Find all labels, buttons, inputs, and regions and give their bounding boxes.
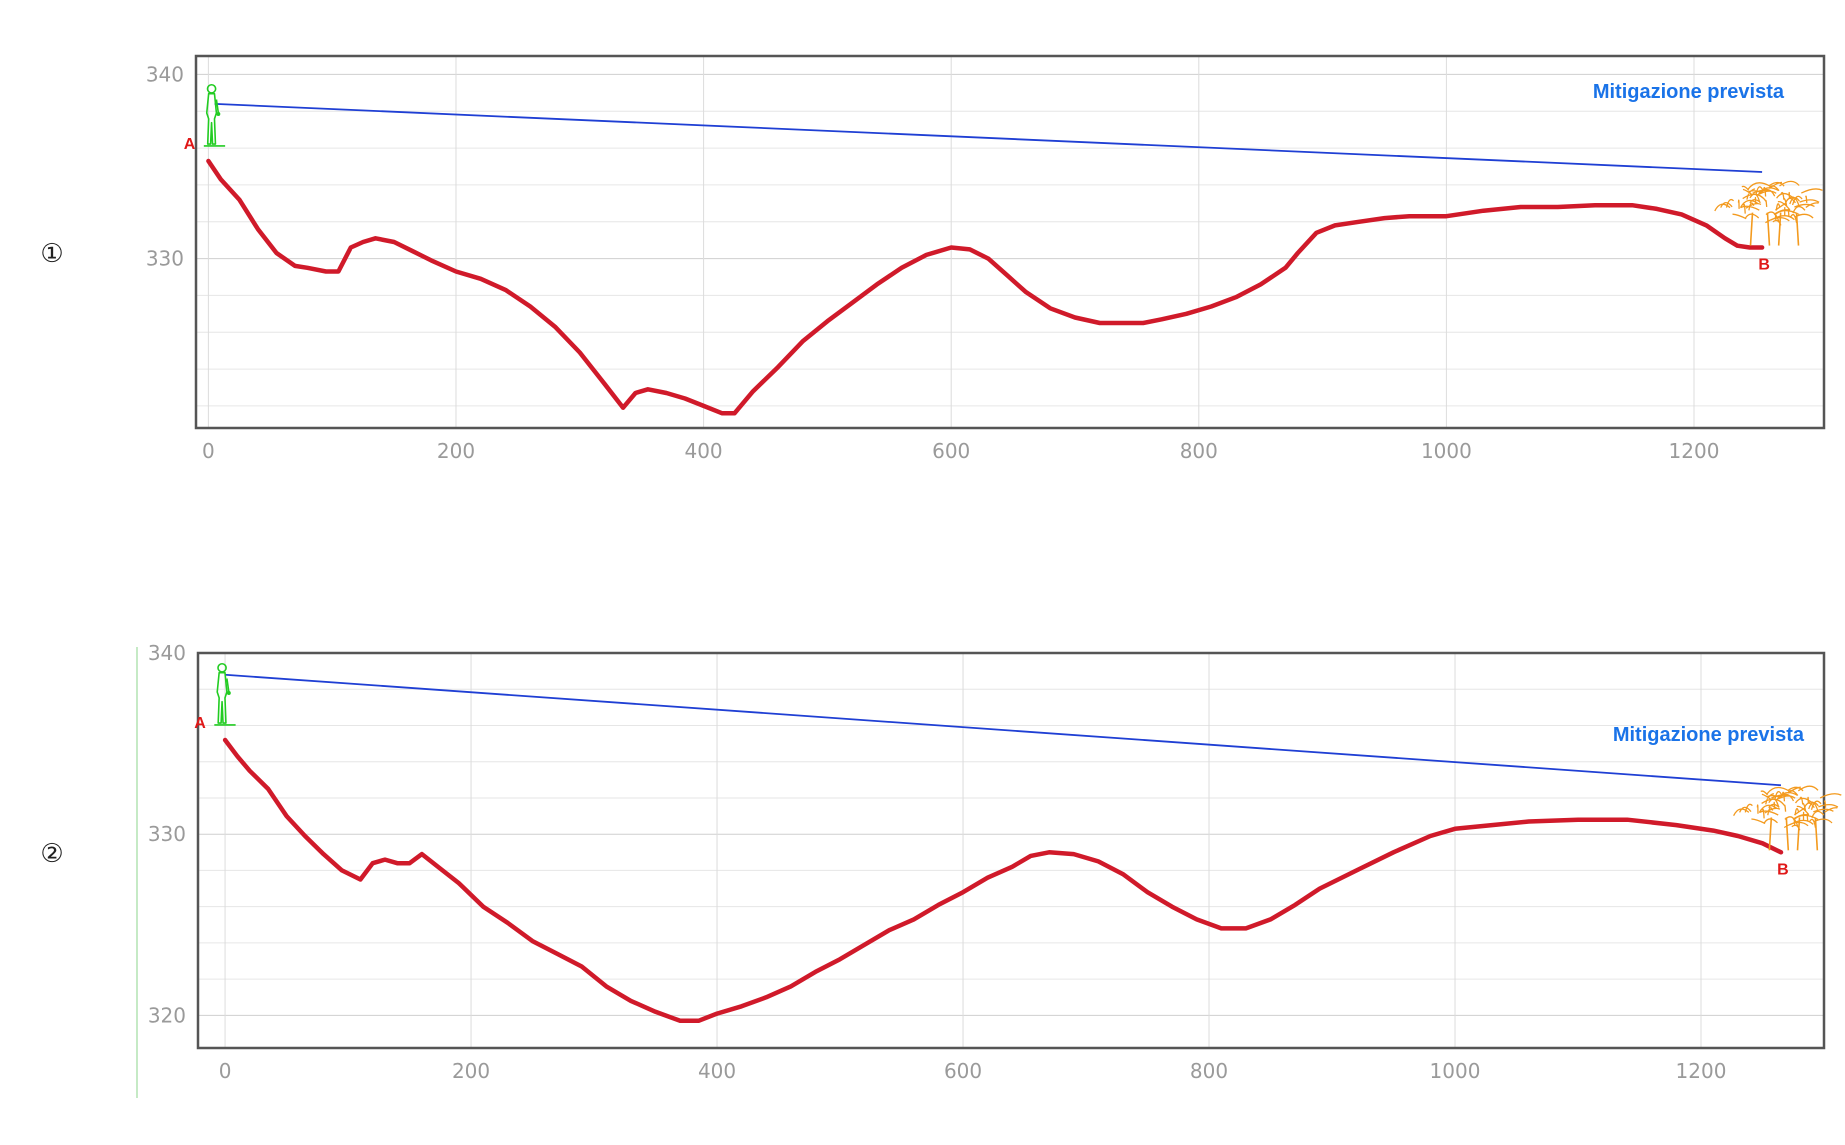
x-tick-label: 400 bbox=[684, 439, 722, 463]
grid bbox=[196, 56, 1824, 428]
y-tick-label: 330 bbox=[146, 247, 184, 271]
x-tick-label: 400 bbox=[698, 1059, 736, 1083]
plot-frame bbox=[196, 651, 1826, 1050]
x-tick-label: 1200 bbox=[1676, 1059, 1727, 1083]
y-tick-label: 340 bbox=[148, 641, 186, 665]
person-icon bbox=[203, 83, 226, 147]
x-tick-label: 800 bbox=[1180, 439, 1218, 463]
x-tick-label: 1000 bbox=[1430, 1059, 1481, 1083]
sightline bbox=[224, 673, 1782, 787]
point-a-label: A bbox=[184, 136, 196, 153]
person-icon bbox=[214, 662, 236, 726]
x-tick-label: 200 bbox=[452, 1059, 490, 1083]
point-b-label: B bbox=[1758, 257, 1770, 274]
mitigation-annotation: Mitigazione prevista bbox=[1593, 81, 1785, 103]
plot-frame bbox=[194, 54, 1826, 430]
x-tick-label: 800 bbox=[1190, 1059, 1228, 1083]
tree-icon bbox=[1733, 785, 1842, 851]
x-tick-label: 0 bbox=[202, 439, 215, 463]
chart-marker: ② bbox=[40, 839, 63, 869]
chart-marker: ① bbox=[40, 239, 63, 269]
x-tick-label: 1200 bbox=[1669, 439, 1720, 463]
tree-icon bbox=[1714, 180, 1823, 246]
x-tick-label: 0 bbox=[219, 1059, 232, 1083]
y-tick-label: 340 bbox=[146, 62, 184, 86]
point-a-label: A bbox=[194, 715, 206, 732]
profile-chart-2: 320 330 340 0 200 400 600 800 1000 1200 ② A B Mitigaz… bbox=[40, 641, 1842, 1098]
y-tick-label: 330 bbox=[148, 822, 186, 846]
profile-line bbox=[222, 737, 1784, 1024]
x-tick-label: 1000 bbox=[1421, 439, 1472, 463]
point-b-label: B bbox=[1777, 861, 1789, 878]
mitigation-annotation: Mitigazione prevista bbox=[1613, 724, 1805, 746]
x-tick-label: 600 bbox=[944, 1059, 982, 1083]
x-tick-label: 600 bbox=[932, 439, 970, 463]
profile-line bbox=[206, 158, 1765, 416]
profile-chart-1: 330 340 0 200 400 600 800 1000 1200 ① A B Mitigazion… bbox=[40, 54, 1826, 463]
plot-area bbox=[198, 653, 1824, 1048]
plot-area bbox=[196, 56, 1824, 428]
y-tick-label: 320 bbox=[148, 1003, 186, 1027]
x-tick-label: 200 bbox=[437, 439, 475, 463]
sightline bbox=[214, 102, 1763, 173]
